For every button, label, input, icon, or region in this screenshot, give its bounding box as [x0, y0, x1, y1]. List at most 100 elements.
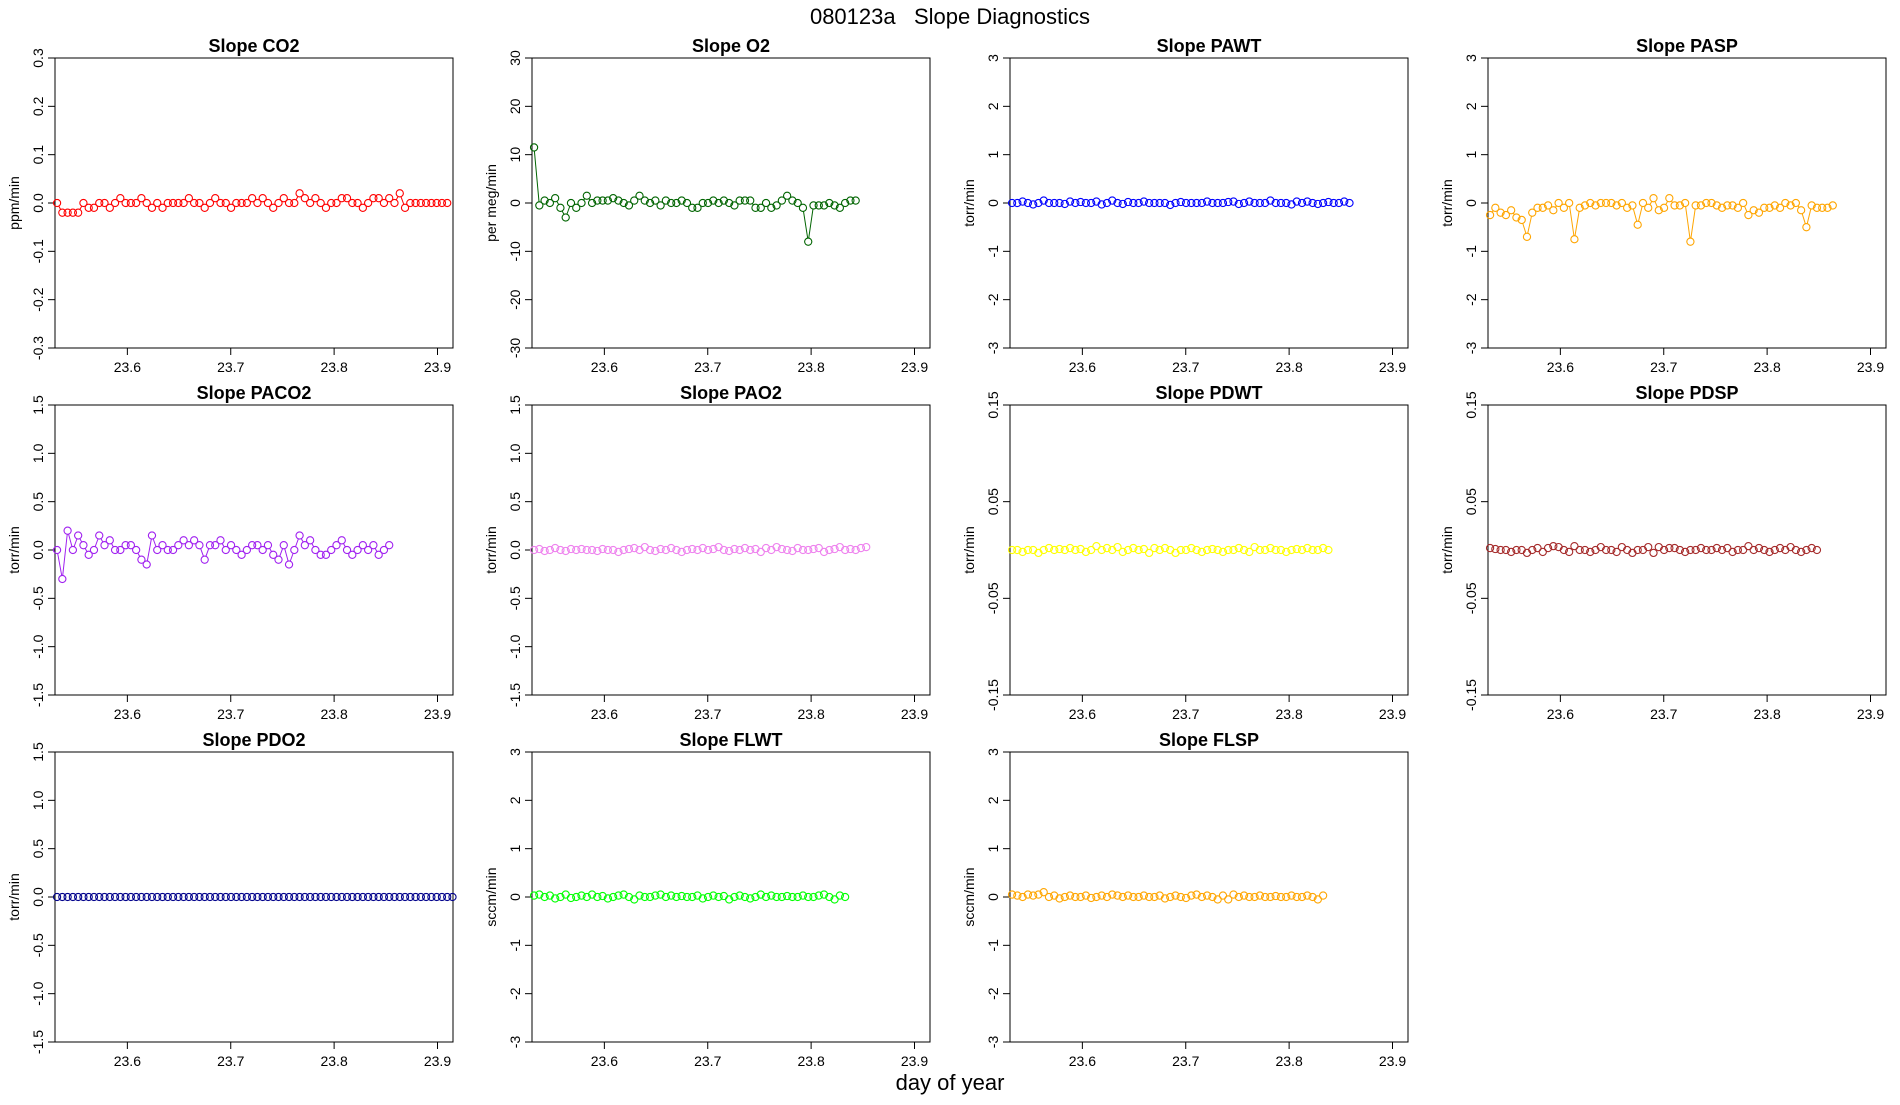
- data-point: [1717, 203, 1727, 212]
- data-point: [1696, 543, 1706, 553]
- data-point: [1202, 545, 1212, 555]
- data-point: [153, 198, 162, 208]
- data-point: [1218, 198, 1228, 208]
- data-point: [374, 892, 383, 902]
- data-point: [411, 892, 420, 902]
- data-point: [132, 545, 141, 555]
- data-point: [1176, 545, 1185, 555]
- data-point: [1065, 891, 1075, 900]
- data-point: [1533, 203, 1542, 212]
- data-point: [174, 541, 183, 550]
- data-point: [735, 891, 744, 900]
- data-point: [561, 546, 570, 556]
- data-point: [247, 541, 257, 550]
- data-point: [1255, 545, 1265, 555]
- data-point: [369, 541, 378, 550]
- data-point: [698, 543, 707, 553]
- data-point: [153, 545, 162, 555]
- data-point: [126, 892, 136, 902]
- data-point: [777, 196, 787, 205]
- data-point: [363, 198, 373, 208]
- x-tick-label: 23.7: [1172, 706, 1199, 722]
- series-segment: [1574, 211, 1580, 236]
- series-segment: [111, 543, 114, 548]
- data-point: [232, 198, 241, 208]
- data-point: [1055, 544, 1064, 554]
- data-point: [645, 545, 655, 555]
- series-segment: [205, 548, 210, 557]
- data-point: [1129, 892, 1138, 902]
- data-point: [132, 198, 141, 208]
- data-point: [242, 892, 252, 902]
- data-point: [1039, 545, 1048, 555]
- data-point: [1065, 543, 1075, 553]
- data-point: [1586, 198, 1595, 208]
- data-point: [1297, 892, 1307, 902]
- data-point: [1601, 545, 1611, 555]
- data-point: [437, 892, 447, 902]
- y-tick-label: -0.05: [985, 582, 1001, 614]
- data-point: [147, 203, 157, 212]
- data-point: [782, 891, 792, 901]
- data-point: [263, 541, 273, 550]
- x-tick-label: 23.7: [217, 359, 244, 375]
- series-segment: [62, 534, 68, 576]
- data-point: [1670, 201, 1679, 210]
- data-point: [1802, 223, 1811, 232]
- data-point: [788, 892, 797, 902]
- series-segment: [73, 538, 78, 547]
- x-tick-label: 23.9: [901, 706, 928, 722]
- y-tick-label: 3: [985, 748, 1001, 756]
- series-segment: [1744, 206, 1748, 212]
- y-tick-label: 2: [985, 102, 1001, 110]
- data-point: [1733, 203, 1743, 212]
- series-segment: [561, 210, 565, 215]
- data-point: [1760, 203, 1769, 212]
- data-point: [709, 891, 718, 900]
- data-point: [1118, 547, 1127, 557]
- data-point: [1050, 545, 1059, 555]
- x-tick-label: 23.8: [1753, 706, 1780, 722]
- y-tick-label: -1.0: [30, 981, 46, 1005]
- data-point: [221, 545, 230, 555]
- series-segment: [295, 538, 299, 547]
- series-segment: [311, 543, 315, 548]
- y-tick-label: 3: [1463, 54, 1479, 62]
- data-point: [1723, 543, 1732, 553]
- data-point: [1108, 196, 1117, 205]
- data-point: [1134, 892, 1143, 902]
- data-point: [1744, 541, 1753, 551]
- data-point: [126, 541, 136, 550]
- data-point: [95, 892, 104, 902]
- data-point: [1649, 194, 1658, 203]
- data-point: [1234, 892, 1243, 902]
- data-point: [1313, 545, 1323, 555]
- data-point: [1113, 542, 1122, 552]
- data-point: [211, 541, 220, 550]
- data-point: [305, 198, 315, 208]
- series-segment: [374, 548, 378, 552]
- panel-slope-pasp: Slope PASP torr/min -3 -2 -1 0 1 2 3 23.6 23.7 23.8…: [1439, 36, 1887, 375]
- y-tick-label: 0.0: [30, 193, 46, 213]
- data-point: [269, 203, 278, 212]
- y-tick-label: 30: [507, 50, 523, 66]
- y-tick-label: -0.1: [30, 239, 46, 263]
- data-point: [1218, 891, 1228, 900]
- data-point: [1580, 201, 1590, 210]
- data-point: [1018, 892, 1027, 902]
- data-point: [1601, 198, 1611, 208]
- data-point: [1181, 198, 1191, 208]
- data-point: [1303, 197, 1312, 206]
- data-point: [682, 892, 692, 902]
- data-point: [656, 544, 665, 554]
- data-point: [677, 196, 686, 205]
- data-point: [1512, 545, 1521, 555]
- data-point: [1617, 198, 1627, 208]
- data-point: [110, 198, 120, 208]
- data-point: [1276, 892, 1286, 902]
- data-point: [242, 198, 252, 208]
- y-tick-label: 0.3: [30, 48, 46, 68]
- data-point: [1754, 208, 1764, 217]
- y-tick-label: -3: [1463, 342, 1479, 355]
- data-point: [247, 892, 257, 902]
